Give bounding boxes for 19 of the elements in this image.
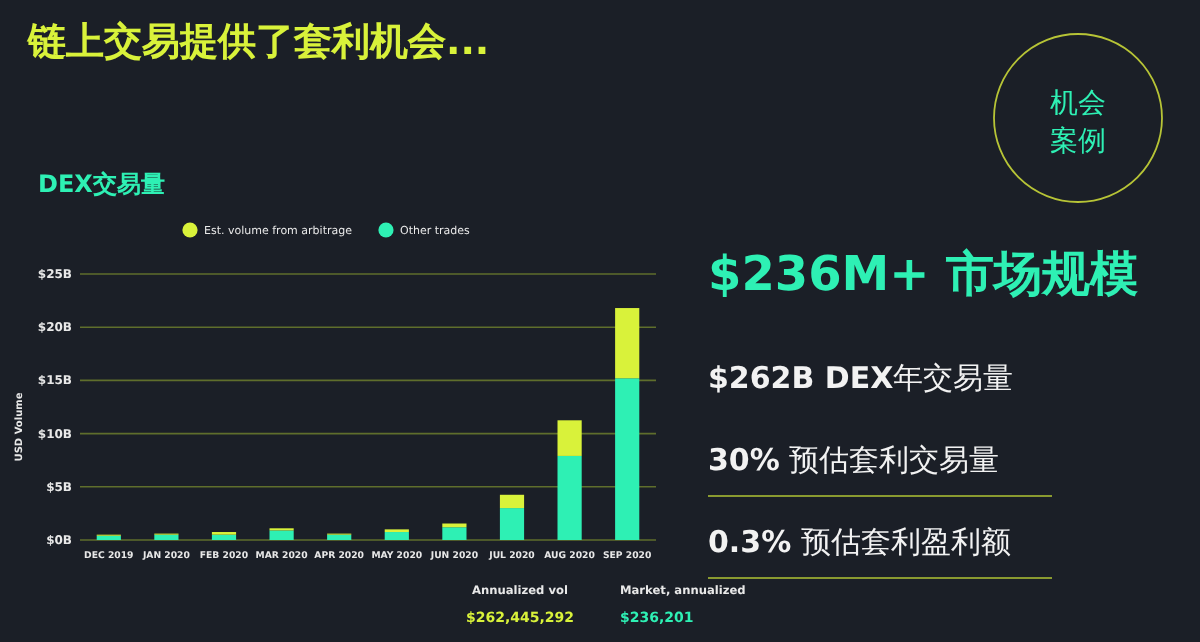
bar <box>557 420 582 456</box>
bar <box>499 494 525 509</box>
bar <box>154 534 179 540</box>
bar <box>442 527 467 540</box>
bar <box>615 378 640 540</box>
chart-title: 链上交易提供了套利机会... <box>26 20 490 64</box>
bar <box>384 532 409 540</box>
bar <box>499 508 525 540</box>
text: 30% 预估套利交易量 <box>708 442 1000 478</box>
bar <box>211 534 237 540</box>
text: $262B DEX年交易量 <box>708 360 1014 396</box>
bar <box>327 534 352 540</box>
bar <box>615 308 640 379</box>
chart-subtitle: DEX交易量 <box>38 170 165 198</box>
text: $236M+ 市场规模 <box>708 246 1139 302</box>
text: 0.3% 预估套利盈利额 <box>708 524 1011 560</box>
bar <box>557 455 582 540</box>
text: 机会案例 <box>1050 88 1106 158</box>
bar <box>269 530 294 540</box>
